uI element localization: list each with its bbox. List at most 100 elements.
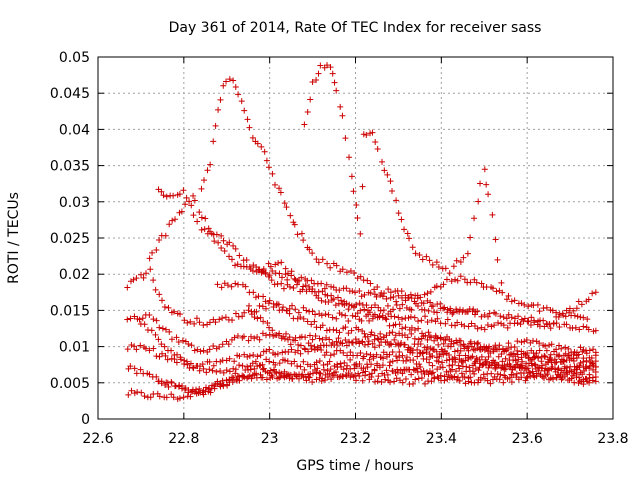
data-point: [363, 351, 370, 358]
data-point: [378, 379, 385, 386]
data-point: [589, 374, 596, 381]
data-point: [347, 268, 354, 275]
data-point: [246, 352, 253, 359]
data-point: [372, 302, 379, 309]
data-point: [324, 374, 331, 381]
data-point: [260, 267, 267, 274]
data-point: [224, 382, 231, 389]
data-point: [513, 370, 520, 377]
data-point: [518, 364, 525, 371]
data-point: [417, 340, 424, 347]
data-point: [566, 367, 573, 374]
data-point: [163, 193, 170, 200]
data-point: [546, 376, 553, 383]
data-point: [228, 283, 235, 290]
data-point: [374, 146, 381, 153]
data-point: [524, 373, 531, 380]
data-point: [323, 334, 330, 341]
data-point: [125, 391, 132, 398]
data-point: [300, 358, 307, 365]
data-point: [136, 316, 143, 323]
data-point: [509, 351, 515, 358]
data-point: [383, 367, 390, 374]
data-point: [399, 352, 406, 359]
y-tick-label: 0.015: [50, 303, 90, 319]
data-point: [299, 286, 306, 293]
data-point: [168, 347, 175, 354]
data-point: [439, 359, 446, 366]
data-point: [442, 265, 449, 272]
data-point: [288, 346, 295, 353]
data-point: [454, 319, 461, 326]
data-point: [253, 263, 260, 270]
data-point: [177, 311, 184, 318]
data-point: [514, 351, 521, 358]
data-point: [315, 70, 322, 77]
data-point: [229, 378, 236, 385]
data-point: [495, 353, 502, 360]
data-point: [301, 345, 308, 352]
data-point: [318, 297, 325, 304]
data-point: [137, 342, 144, 349]
data-point: [368, 374, 375, 381]
data-point: [361, 330, 368, 337]
data-point: [306, 332, 313, 339]
data-point: [307, 96, 314, 103]
data-point: [422, 313, 429, 320]
data-point: [368, 304, 375, 311]
data-point: [391, 313, 398, 320]
data-point: [343, 269, 350, 276]
data-point: [497, 313, 504, 320]
data-point: [297, 363, 304, 370]
data-point: [393, 375, 400, 382]
data-point: [530, 317, 537, 324]
data-point: [550, 320, 557, 327]
data-point: [313, 256, 320, 263]
data-point: [270, 300, 277, 307]
data-point: [260, 318, 267, 325]
data-point: [412, 376, 419, 383]
data-point: [348, 173, 355, 180]
data-point: [471, 311, 478, 318]
data-point: [163, 394, 170, 401]
x-tick-label: 23.4: [426, 431, 457, 447]
data-point: [508, 298, 515, 305]
data-point: [498, 279, 505, 286]
data-point: [356, 300, 363, 307]
data-point: [430, 303, 437, 310]
data-point: [247, 366, 254, 373]
data-point: [541, 352, 548, 359]
data-point: [423, 356, 430, 363]
data-point: [426, 359, 433, 366]
data-point: [183, 194, 190, 201]
data-point: [165, 383, 172, 390]
data-point: [309, 250, 316, 257]
data-point: [334, 361, 341, 368]
data-point: [266, 297, 273, 304]
data-point: [257, 314, 264, 321]
data-point: [592, 363, 599, 370]
data-point: [454, 277, 461, 284]
data-point: [229, 317, 236, 324]
data-point: [288, 268, 295, 275]
data-point: [464, 250, 471, 257]
data-point: [418, 317, 425, 324]
data-point: [384, 338, 391, 345]
data-point: [489, 211, 496, 218]
data-point: [156, 291, 163, 298]
data-point: [276, 185, 283, 192]
data-point: [452, 276, 459, 283]
data-point: [393, 298, 400, 305]
data-point: [162, 326, 169, 333]
data-point: [415, 325, 422, 332]
data-point: [278, 280, 285, 287]
data-point: [414, 353, 421, 360]
data-point: [284, 270, 291, 277]
data-point: [442, 320, 449, 327]
data-point: [133, 275, 140, 282]
data-point: [456, 365, 463, 372]
data-point: [260, 293, 267, 300]
data-point: [455, 362, 462, 369]
data-point: [459, 374, 466, 381]
data-point: [379, 314, 386, 321]
